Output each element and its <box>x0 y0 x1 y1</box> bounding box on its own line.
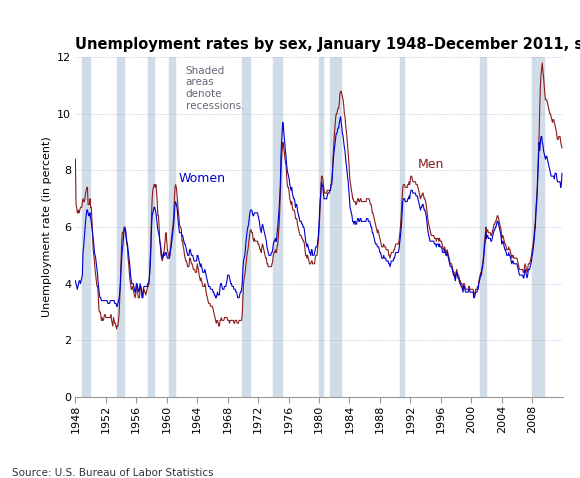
Bar <box>82 57 90 397</box>
Bar <box>330 57 341 397</box>
Bar <box>148 57 154 397</box>
Bar <box>319 57 324 397</box>
Bar <box>480 57 486 397</box>
Text: Source: U.S. Bureau of Labor Statistics: Source: U.S. Bureau of Labor Statistics <box>12 467 213 478</box>
Text: Men: Men <box>418 158 444 171</box>
Bar <box>273 57 282 397</box>
Y-axis label: Unemployment rate (in percent): Unemployment rate (in percent) <box>42 137 52 317</box>
Bar <box>531 57 543 397</box>
Text: Unemployment rates by sex, January 1948–December 2011, seasonally adjusted: Unemployment rates by sex, January 1948–… <box>75 37 580 52</box>
Bar <box>169 57 175 397</box>
Bar <box>242 57 250 397</box>
Text: Women: Women <box>178 172 225 185</box>
Text: Shaded
areas
denote
recessions.: Shaded areas denote recessions. <box>186 66 244 110</box>
Bar <box>117 57 124 397</box>
Bar <box>400 57 404 397</box>
